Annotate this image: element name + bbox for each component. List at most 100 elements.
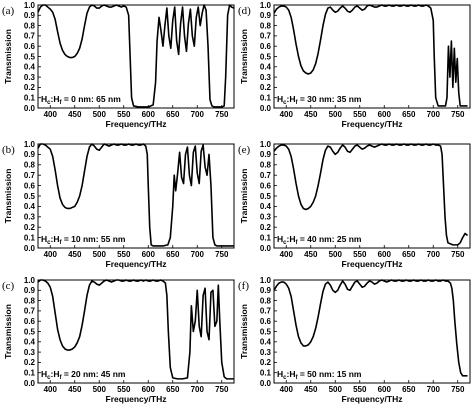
y-tick-label: 1.0	[24, 1, 36, 10]
y-tick-label: 0.3	[24, 213, 36, 222]
x-tick-label: 450	[68, 250, 82, 259]
panel-4: 0.0 0.10.20.3 0.40.5 0.60.70.8 0.91.0 400 450 5…	[238, 140, 471, 269]
y-tick-label: 0.6	[260, 317, 272, 326]
y-tick-label: 0.0	[24, 104, 36, 113]
y-tick-label: 1.0	[260, 276, 272, 285]
y-tick-label: 0.2	[24, 358, 36, 367]
y-tick-label: 0.2	[260, 223, 272, 232]
y-tick-label: 0.0	[260, 244, 272, 253]
y-tick-label: 0.2	[260, 358, 272, 367]
x-tick-label: 450	[68, 385, 82, 394]
x-tick-label: 750	[215, 110, 229, 119]
y-tick-label: 0.5	[24, 327, 36, 336]
y-tick-label: 0.6	[260, 42, 272, 51]
x-tick-label: 550	[353, 385, 367, 394]
y-axis-title: Transmission	[239, 304, 249, 359]
y-tick-label: 0.6	[24, 42, 36, 51]
x-tick-label: 550	[353, 110, 367, 119]
panel-label: (c)	[2, 280, 15, 292]
y-axis-title: Transmission	[239, 169, 249, 224]
x-axis-title: Frequency/THz	[342, 119, 403, 129]
y-tick-label: 1.0	[260, 1, 272, 10]
structure-annotation: Hc:Hf = 0 nm: 65 nm	[41, 94, 121, 106]
x-tick-label: 400	[44, 250, 58, 259]
x-axis-title: Frequency/THz	[342, 394, 403, 404]
x-tick-label: 400	[44, 385, 58, 394]
annotation-text: H	[277, 234, 283, 244]
structure-annotation: Hc:Hf = 50 nm: 15 nm	[277, 369, 362, 381]
annotation-text: = 50 nm: 15 nm	[297, 369, 361, 379]
annotation-subscript: c	[47, 375, 51, 381]
x-tick-label: 450	[304, 385, 318, 394]
plot-frame	[273, 4, 471, 109]
x-tick-label: 650	[402, 385, 416, 394]
y-tick-label: 0.9	[24, 286, 36, 295]
y-tick-label: 0.7	[24, 32, 36, 41]
annotation-subscript: f	[295, 100, 298, 106]
transmission-curve	[273, 4, 468, 107]
y-tick-label: 0.4	[24, 202, 36, 211]
panel-label: (e)	[238, 144, 251, 156]
y-tick-label: 0.7	[24, 171, 36, 180]
y-tick-label: 0.1	[260, 233, 272, 242]
y-tick-label: 0.1	[24, 369, 36, 378]
y-tick-label: 0.8	[24, 161, 36, 170]
y-tick-label: 0.8	[24, 21, 36, 30]
x-tick-label: 700	[191, 110, 205, 119]
x-tick-label: 400	[280, 385, 294, 394]
y-axis-title: Transmission	[3, 29, 13, 84]
x-tick-label: 500	[329, 250, 343, 259]
panel-2: 0.00.1 0.20.30.4 0.50.60.7 0.80.91.0 400 450 5…	[2, 276, 235, 404]
x-tick-label: 650	[166, 250, 180, 259]
x-tick-label: 700	[427, 250, 441, 259]
y-tick-label: 0.8	[260, 296, 272, 305]
x-axis-title: Frequency/THz	[106, 394, 167, 404]
y-tick-label: 1.0	[24, 140, 36, 149]
transmission-curve	[273, 143, 469, 246]
y-tick-label: 0.4	[260, 338, 272, 347]
y-tick-label: 0.2	[24, 83, 36, 92]
y-tick-label: 0.8	[260, 161, 272, 170]
y-tick-label: 0.0	[24, 244, 36, 253]
x-tick-label: 450	[304, 250, 318, 259]
y-tick-label: 0.9	[260, 286, 272, 295]
panel-0: 0.00.1 0.20.30.4 0.50.60.7 0.80.91.0 400 450 5…	[2, 1, 235, 129]
x-tick-label: 500	[93, 110, 107, 119]
y-tick-label: 0.1	[24, 233, 36, 242]
y-tick-label: 0.8	[24, 296, 36, 305]
annotation-text: :H	[50, 234, 59, 244]
annotation-subscript: c	[283, 100, 287, 106]
x-tick-label: 750	[215, 385, 229, 394]
panel-1: 0.0 0.10.20.3 0.40.5 0.60.70.8 0.91.0 400 450 5…	[2, 140, 235, 269]
structure-annotation: Hc:Hf = 20 nm: 45 nm	[41, 369, 126, 381]
transmission-curve	[37, 143, 234, 247]
annotation-subscript: c	[283, 375, 287, 381]
plot-frame	[273, 279, 471, 384]
x-tick-label: 550	[117, 385, 131, 394]
annotation-text: H	[41, 234, 47, 244]
y-tick-label: 0.9	[260, 11, 272, 20]
y-tick-label: 0.8	[260, 21, 272, 30]
y-tick-label: 0.1	[260, 94, 272, 103]
y-tick-label: 0.9	[24, 150, 36, 159]
x-tick-label: 600	[142, 385, 156, 394]
y-tick-label: 0.9	[260, 150, 272, 159]
x-tick-label: 600	[378, 110, 392, 119]
x-tick-label: 500	[93, 250, 107, 259]
y-tick-label: 0.9	[24, 11, 36, 20]
x-tick-label: 500	[329, 385, 343, 394]
y-tick-label: 0.4	[24, 63, 36, 72]
x-tick-label: 750	[451, 250, 465, 259]
annotation-subscript: f	[59, 240, 62, 246]
y-tick-label: 1.0	[260, 140, 272, 149]
annotation-text: H	[41, 94, 47, 104]
annotation-subscript: c	[47, 100, 51, 106]
y-tick-label: 0.7	[260, 32, 272, 41]
x-tick-label: 550	[117, 250, 131, 259]
annotation-text: = 40 nm: 25 nm	[297, 234, 361, 244]
annotation-text: = 30 nm: 35 nm	[297, 94, 361, 104]
y-tick-label: 0.3	[260, 73, 272, 82]
annotation-text: H	[277, 94, 283, 104]
y-axis-title: Transmission	[3, 169, 13, 224]
y-tick-label: 0.0	[260, 379, 272, 388]
